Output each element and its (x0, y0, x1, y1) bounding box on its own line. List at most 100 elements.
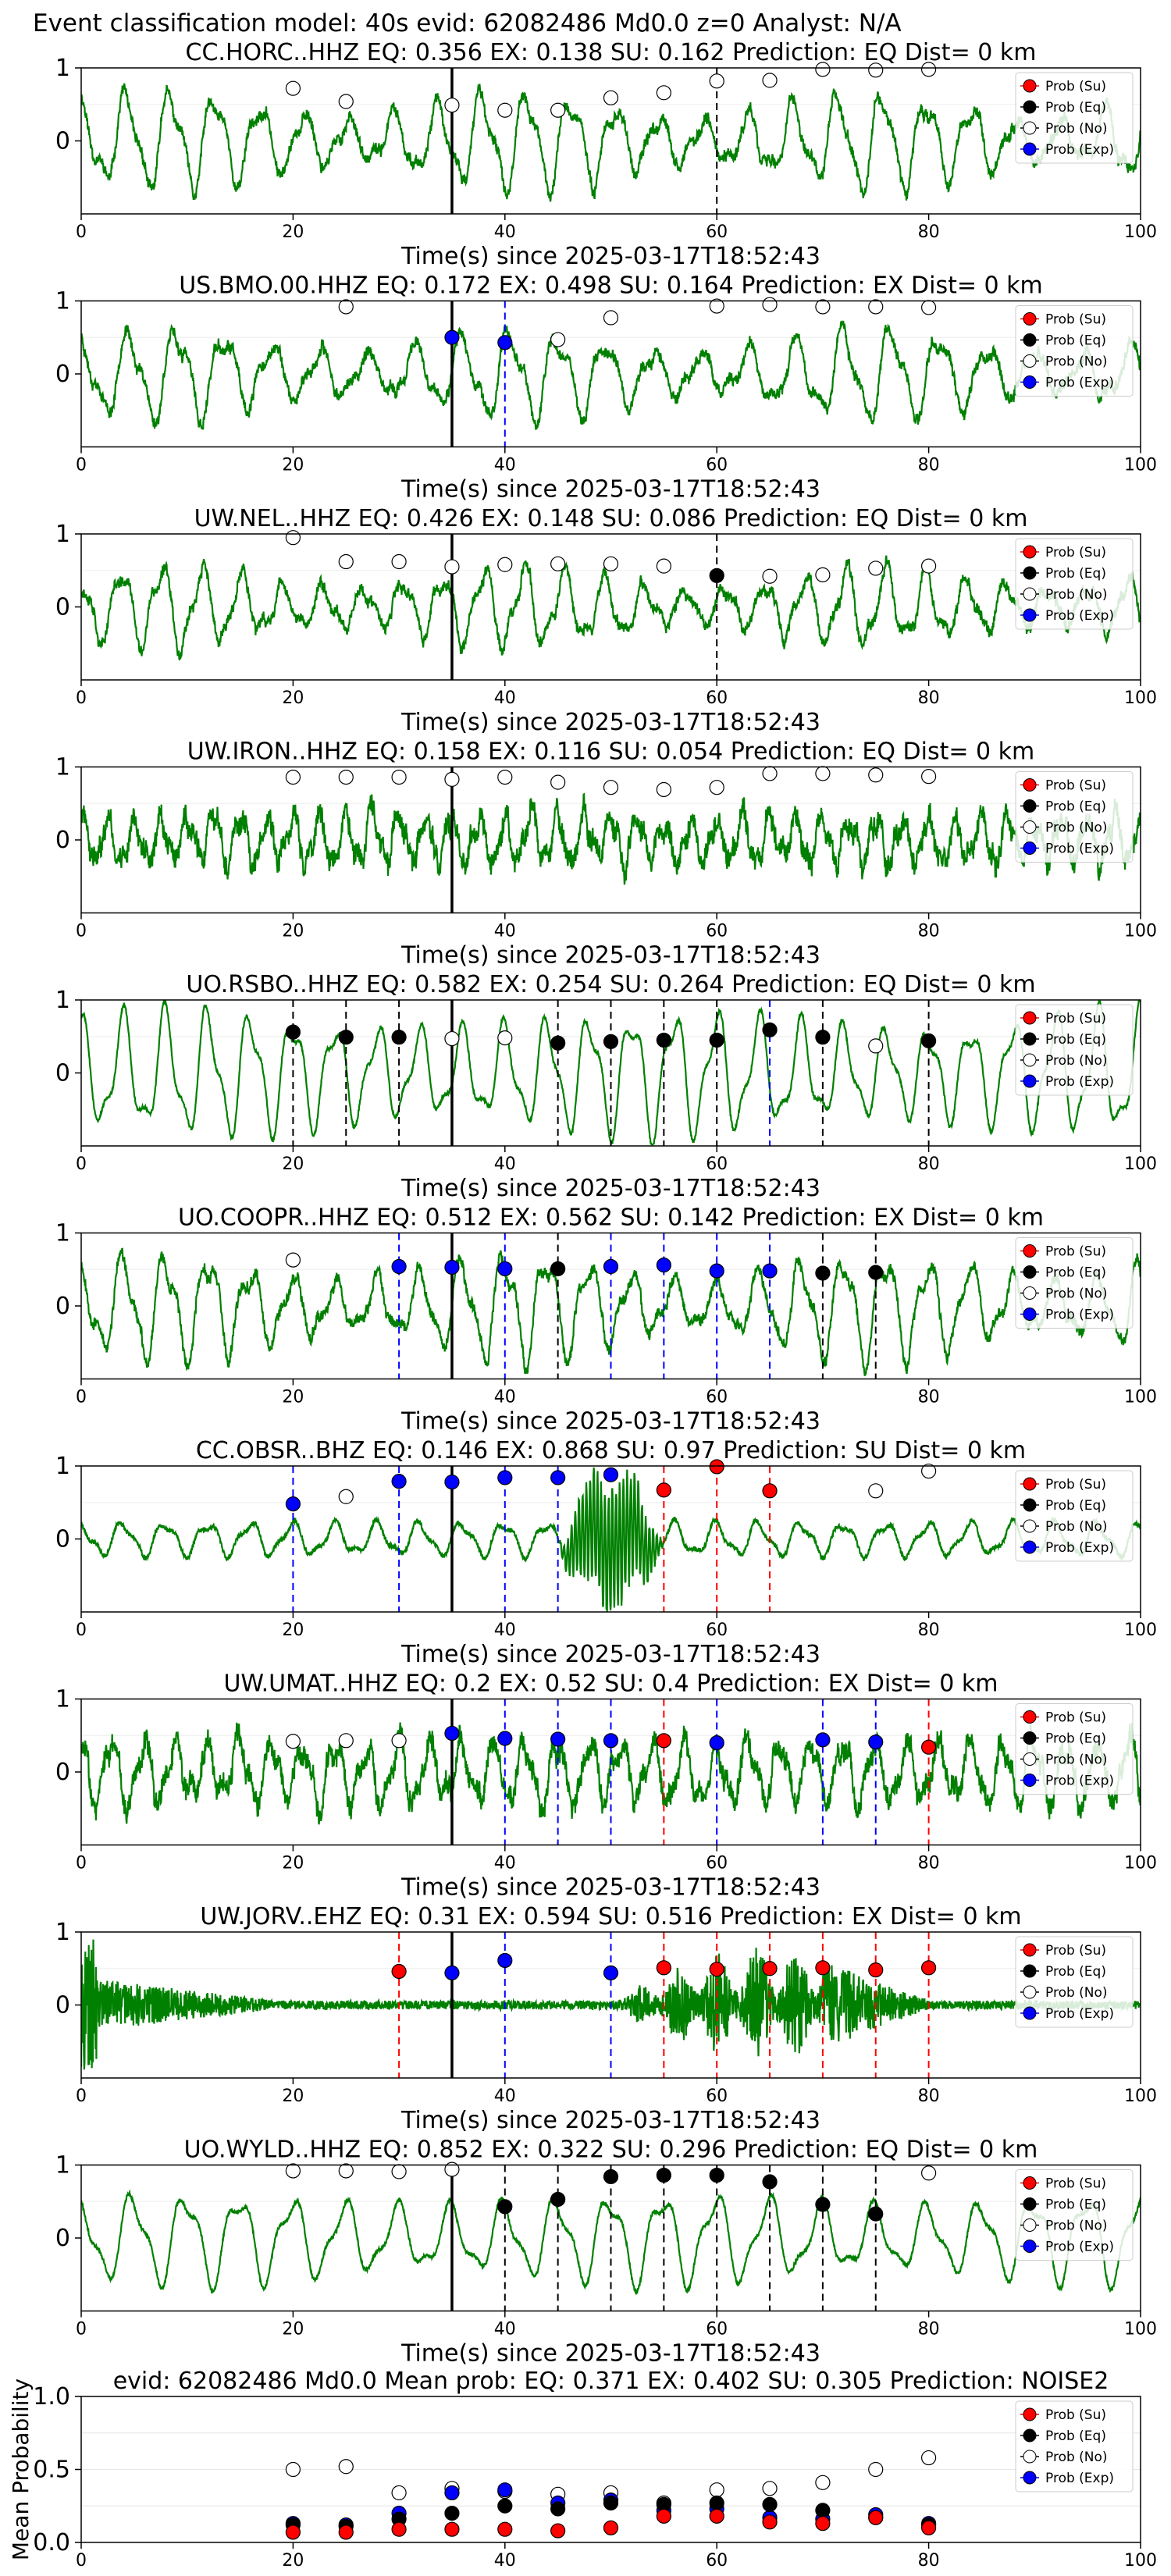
x-tick-label: 20 (282, 1388, 304, 1407)
point-no (762, 766, 778, 781)
legend-marker-eq (1023, 2428, 1037, 2443)
point-eq (285, 1024, 301, 1040)
point-no (709, 298, 724, 314)
x-tick-label: 80 (918, 2551, 940, 2571)
x-tick-label: 80 (918, 922, 940, 941)
x-tick-label: 20 (282, 2320, 304, 2339)
legend-marker-su (1023, 1244, 1037, 1258)
x-axis-label: Time(s) since 2025-03-17T18:52:43 (400, 1408, 820, 1436)
legend-marker-exp (1023, 2006, 1037, 2020)
axes-frame (80, 533, 1141, 681)
legend-marker-eq (1023, 1964, 1037, 1978)
y-tick-label: 1 (55, 1686, 70, 1713)
legend-label-eq: Prob (Eq) (1045, 333, 1106, 349)
y-tick-label: 1 (55, 987, 70, 1014)
legend-marker-eq (1023, 1265, 1037, 1279)
legend-label-eq: Prob (Eq) (1045, 2428, 1106, 2444)
point-eq (550, 2501, 566, 2517)
point-no (920, 2165, 937, 2181)
y-tick-label: 0 (55, 128, 70, 155)
legend-marker-exp (1023, 1540, 1037, 1554)
point-su (709, 1459, 724, 1475)
point-no (762, 568, 778, 584)
point-eq (338, 1030, 354, 1045)
x-tick-label: 20 (282, 688, 304, 708)
legend-label-su: Prob (Su) (1045, 312, 1106, 328)
x-tick-label: 100 (1124, 922, 1157, 941)
point-exp (444, 1725, 460, 1742)
x-tick-label: 100 (1124, 222, 1157, 242)
legend-label-no: Prob (No) (1045, 820, 1108, 836)
legend-marker-exp (1023, 841, 1037, 855)
mean-probability-panel: evid: 62082486 Md0.0 Mean prob: EQ: 0.37… (8, 2368, 1157, 2571)
point-no (338, 94, 354, 109)
legend-marker-no (1023, 121, 1037, 135)
y-tick-label: 1 (55, 521, 70, 548)
x-axis-label: Time(s) since 2025-03-17T18:52:43 (400, 709, 820, 736)
panel-title: UW.JORV..EHZ EQ: 0.31 EX: 0.594 SU: 0.51… (200, 1903, 1021, 1930)
figure-suptitle: Event classification model: 40s evid: 62… (33, 9, 902, 37)
point-exp (497, 1470, 513, 1485)
y-axis-label: Mean Probability (8, 2379, 34, 2560)
y-tick-label: 0 (55, 1759, 70, 1786)
legend-label-eq: Prob (Eq) (1045, 799, 1106, 815)
station-panel-7: CC.OBSR..BHZ EQ: 0.146 EX: 0.868 SU: 0.9… (55, 1437, 1157, 1668)
legend-label-eq: Prob (Eq) (1045, 1964, 1106, 1980)
x-tick-label: 60 (706, 1854, 728, 1873)
point-exp (603, 1965, 619, 1980)
point-no (550, 332, 566, 347)
x-tick-label: 0 (76, 456, 87, 475)
legend-label-exp: Prob (Exp) (1045, 2471, 1114, 2486)
x-tick-label: 60 (706, 222, 728, 242)
legend-marker-no (1023, 1519, 1037, 1533)
x-tick-label: 60 (706, 1621, 728, 1640)
point-eq (709, 2167, 724, 2183)
point-eq (550, 2191, 566, 2208)
point-no (868, 560, 884, 576)
x-tick-label: 100 (1124, 456, 1157, 475)
x-tick-label: 60 (706, 1388, 728, 1407)
legend-box (1015, 2169, 1134, 2261)
legend-label-su: Prob (Su) (1045, 2176, 1106, 2192)
point-su (656, 1733, 671, 1749)
point-su (285, 2524, 301, 2540)
x-tick-label: 100 (1124, 688, 1157, 708)
x-tick-label: 80 (918, 2087, 940, 2106)
x-tick-label: 0 (76, 222, 87, 242)
point-no (550, 102, 566, 118)
point-eq (391, 1030, 407, 1045)
point-no (497, 769, 513, 785)
x-tick-label: 0 (76, 2087, 87, 2106)
point-no (285, 1252, 301, 1268)
point-no (285, 769, 301, 785)
point-eq (656, 1032, 671, 1048)
y-tick-label: 1 (55, 2152, 70, 2179)
x-tick-label: 80 (918, 222, 940, 242)
point-no (868, 1038, 884, 1054)
point-su (444, 2521, 460, 2537)
point-no (603, 780, 619, 795)
legend-marker-exp (1023, 2240, 1037, 2253)
point-eq (603, 1034, 619, 1049)
legend-marker-no (1023, 587, 1037, 601)
legend-label-no: Prob (No) (1045, 1985, 1108, 2001)
axes-frame (80, 67, 1141, 215)
point-su (497, 2521, 513, 2537)
point-exp (444, 2485, 460, 2501)
legend-label-no: Prob (No) (1045, 1286, 1108, 1302)
x-tick-label: 20 (282, 1854, 304, 1873)
legend-marker-eq (1023, 799, 1037, 813)
x-tick-label: 0 (76, 2320, 87, 2339)
point-no (285, 2163, 301, 2179)
x-tick-label: 40 (494, 2087, 516, 2106)
point-exp (444, 1965, 460, 1980)
legend-marker-eq (1023, 1032, 1037, 1046)
x-tick-label: 60 (706, 456, 728, 475)
legend-label-no: Prob (No) (1045, 1752, 1108, 1768)
x-axis-label: Time(s) since 2025-03-17T18:52:43 (400, 2340, 820, 2368)
legend-label-exp: Prob (Exp) (1045, 2006, 1114, 2022)
legend-marker-exp (1023, 375, 1037, 389)
point-su (868, 2510, 884, 2525)
point-eq (815, 1030, 831, 1045)
x-axis-label: Time(s) since 2025-03-17T18:52:43 (400, 476, 820, 503)
